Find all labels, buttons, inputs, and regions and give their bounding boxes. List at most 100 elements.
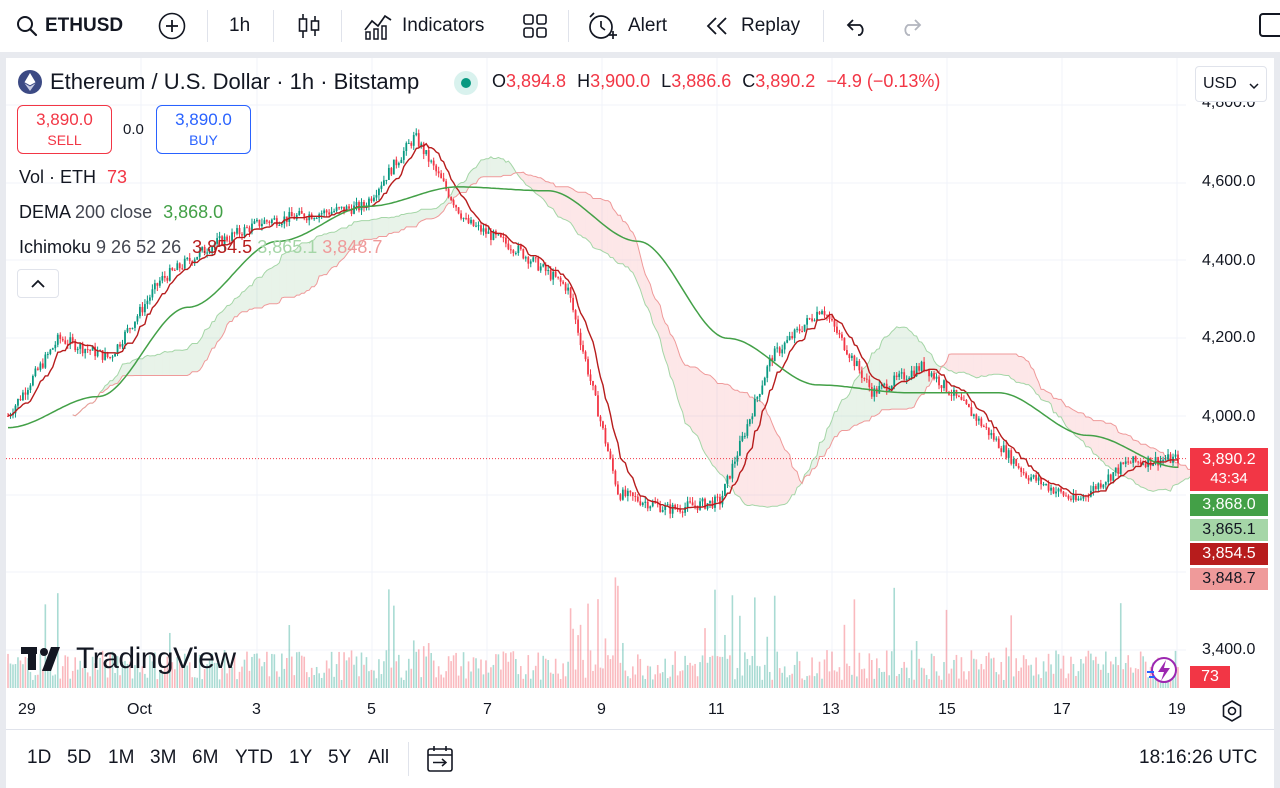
volume-bar [1022,655,1025,688]
volume-bar [883,671,886,688]
dema-indicator-legend[interactable]: DEMA 200 close 3,868.0 [19,202,223,223]
cloud-segment [421,209,424,221]
candle-body [674,504,677,509]
legend-title[interactable]: Ethereum / U.S. Dollar · 1h · Bitstamp [50,69,420,94]
layouts-button[interactable] [522,0,548,52]
candle-body [997,438,1000,449]
volume-bar [211,653,213,688]
candle-body [873,388,876,397]
candle-body [714,496,716,508]
chart-type-button[interactable] [296,0,322,52]
sell-button[interactable]: 3,890.0 SELL [17,105,112,154]
price-chart[interactable] [6,58,1274,728]
volume-bar [1047,653,1050,688]
candle-body [1144,463,1147,467]
candle-body [166,277,169,281]
candle-body [161,275,164,281]
volume-bar [1037,674,1040,688]
indicators-button[interactable]: Indicators [363,0,484,52]
layout-toggle-button[interactable] [1259,13,1280,37]
cloud-segment [600,198,603,252]
volume-bar [365,657,368,688]
speed-badge[interactable] [1145,655,1179,685]
candle-body [445,181,448,190]
cloud-segment [1178,462,1181,485]
volume-bar [345,660,348,688]
candle-body [410,142,413,146]
volume-bar [300,655,303,688]
candle-body [895,375,898,378]
cloud-segment [836,405,840,437]
range-3m[interactable]: 3M [150,747,177,768]
volume-bar [251,656,253,688]
candle-body [387,167,390,180]
volume-bar [340,679,343,688]
volume-bar [1082,663,1085,688]
cloud-segment [306,242,310,291]
volume-bar [393,605,395,688]
range-all[interactable]: All [368,747,390,768]
volume-bar [1025,659,1027,688]
range-5d[interactable]: 5D [67,747,92,768]
currency-select[interactable]: USD [1195,66,1267,102]
candle-body [684,507,687,513]
replay-button[interactable]: Replay [704,0,800,52]
candle-body [193,259,196,264]
cloud-segment [264,270,267,306]
candle-body [788,336,791,340]
ichimoku-indicator-legend[interactable]: Ichimoku 9 26 52 26 3,854.5 3,865.1 3,84… [19,237,382,258]
goto-date-button[interactable] [425,744,455,774]
volume-bar [445,671,447,688]
redo-button[interactable] [899,0,923,52]
utc-clock[interactable]: 18:16:26 UTC [1139,747,1258,768]
volume-bar [938,675,940,688]
interval-button[interactable]: 1h [229,0,250,52]
cloud-segment [197,340,200,372]
range-1d[interactable]: 1D [27,747,52,768]
chevron-up-icon [31,279,45,288]
symbol-search-button[interactable]: ETHUSD [16,0,123,52]
volume-indicator-legend[interactable]: Vol · ETH 73 [19,167,127,188]
volume-bar [144,673,146,688]
volume-bar [689,662,691,688]
candle-body [253,221,256,224]
volume-bar [467,661,470,688]
range-ytd[interactable]: YTD [235,747,273,768]
volume-bar [721,656,724,688]
candle-body [141,306,144,313]
volume-bar [624,670,627,688]
candle-body [59,334,62,339]
volume-bar [79,660,81,688]
volume-bar [734,679,736,688]
volume-bar [978,669,980,688]
candle-body [1107,474,1110,483]
range-1y[interactable]: 1Y [289,747,313,768]
chart-settings-button[interactable] [1219,698,1245,724]
volume-bar [19,660,22,688]
undo-button[interactable] [845,0,869,52]
dema-indicator-name: DEMA [19,202,71,222]
range-6m[interactable]: 6M [192,747,219,768]
cloud-segment [480,159,484,178]
cloud-segment [792,466,795,495]
dema-line [8,186,1179,469]
tradingview-logo[interactable]: TradingView [21,642,236,676]
market-status-dot[interactable] [454,71,478,95]
volume-bar [325,660,328,688]
collapse-legend-button[interactable] [17,269,59,298]
cloud-segment [692,367,696,434]
compare-symbol-button[interactable] [158,0,186,52]
cloud-segment [871,352,875,417]
candle-body [811,318,813,321]
candle-body [995,438,998,440]
range-1m[interactable]: 1M [108,747,135,768]
candle-body [980,418,983,427]
alert-button[interactable]: Alert [587,0,667,52]
range-5y[interactable]: 5Y [328,747,352,768]
chart-area[interactable]: Ethereum / U.S. Dollar · 1h · Bitstamp O… [6,58,1274,728]
buy-button[interactable]: 3,890.0 BUY [156,105,251,154]
candle-body [607,443,609,452]
cloud-segment [687,365,691,427]
volume-bar [465,678,467,688]
candle-body [888,389,891,391]
